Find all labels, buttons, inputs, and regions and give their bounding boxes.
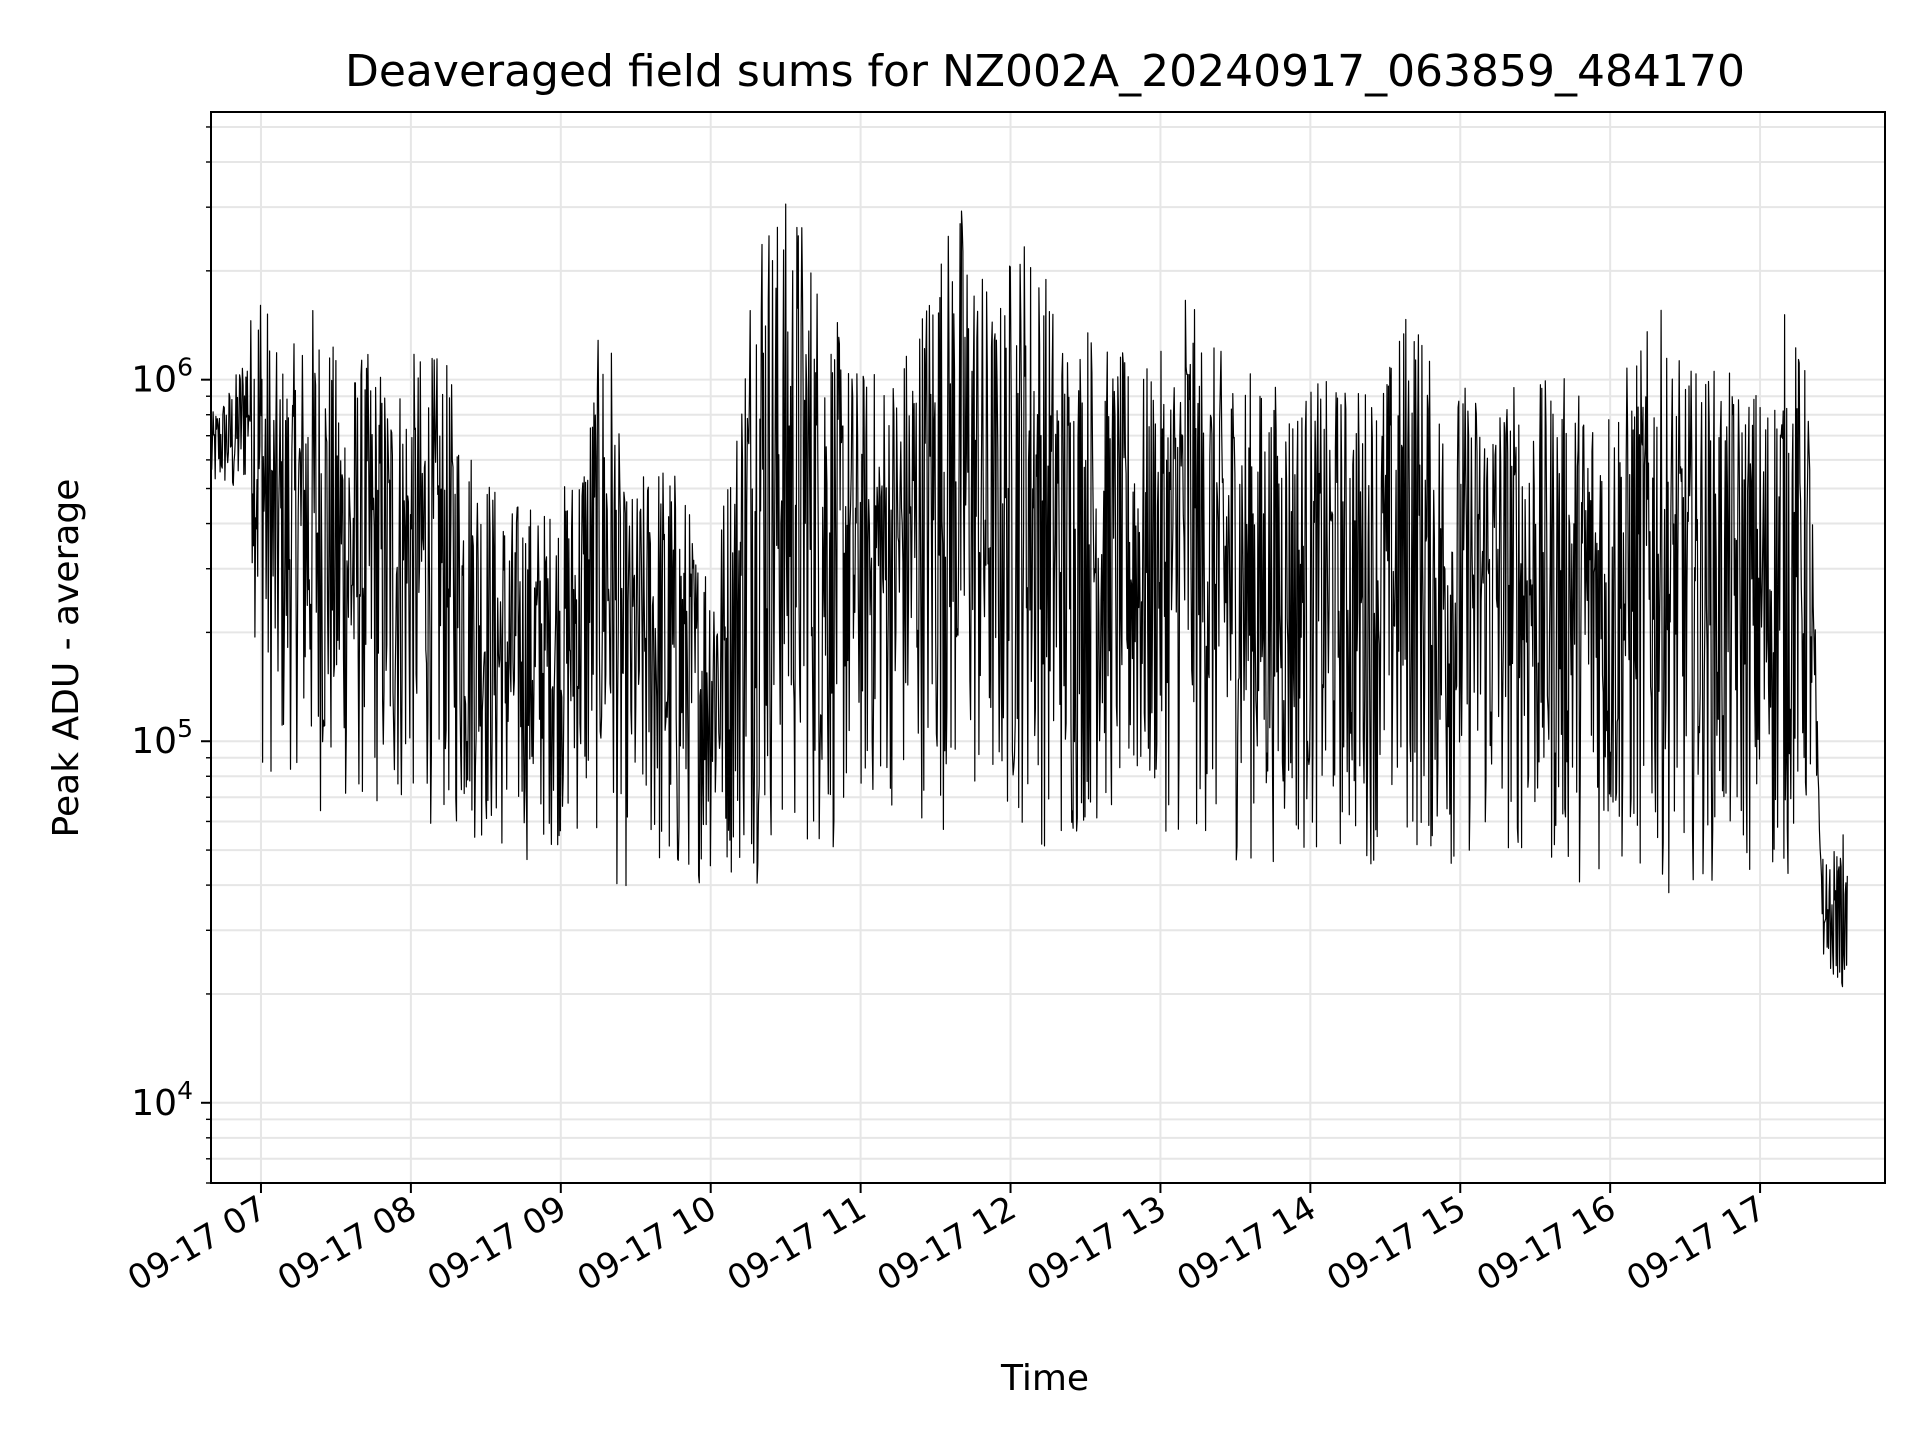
- plot-area-frame: [210, 111, 1886, 1184]
- data-series: [210, 203, 1848, 988]
- y-tick-label: 105: [131, 714, 193, 762]
- chart-title: Deaveraged field sums for NZ002A_2024091…: [345, 46, 1745, 97]
- y-tick-label: 104: [131, 1076, 193, 1124]
- y-tick-label: 106: [131, 353, 193, 401]
- y-axis-label: Peak ADU - average: [46, 479, 87, 838]
- grid-lines: [211, 112, 1885, 1184]
- x-axis-label: Time: [1000, 1358, 1089, 1399]
- series-line: [210, 203, 1848, 988]
